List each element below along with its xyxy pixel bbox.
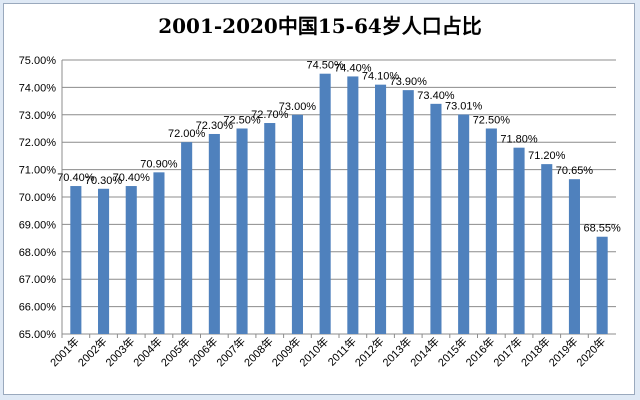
y-tick-label: 69.00% <box>19 219 57 231</box>
data-label: 73.01% <box>445 101 483 113</box>
x-tick-label: 2009年 <box>269 334 304 369</box>
bar <box>513 147 525 334</box>
y-tick-label: 74.00% <box>19 82 57 94</box>
x-tick-label: 2006年 <box>185 334 220 369</box>
bar <box>208 133 220 334</box>
bar <box>402 90 414 334</box>
y-tick-label: 67.00% <box>19 274 57 286</box>
bar <box>596 236 608 334</box>
x-tick-label: 2018年 <box>518 334 553 369</box>
data-label: 71.20% <box>528 150 566 162</box>
data-label: 68.55% <box>583 223 621 235</box>
bar <box>319 73 331 334</box>
bar <box>236 128 248 334</box>
data-label: 71.80% <box>500 134 538 146</box>
bar <box>375 84 387 334</box>
data-label: 73.90% <box>390 76 428 88</box>
y-tick-label: 73.00% <box>19 110 57 122</box>
bar <box>485 128 497 334</box>
bar <box>291 114 303 334</box>
data-label: 74.50% <box>306 60 344 72</box>
x-tick-label: 2005年 <box>158 334 193 369</box>
x-tick-label: 2011年 <box>325 334 359 368</box>
x-tick-label: 2008年 <box>241 334 276 369</box>
x-tick-label: 2010年 <box>296 334 331 369</box>
bar <box>98 188 110 334</box>
data-label: 70.65% <box>556 165 594 177</box>
y-tick-label: 71.00% <box>19 165 57 177</box>
x-tick-label: 2019年 <box>546 334 581 369</box>
y-tick-label: 68.00% <box>19 247 57 259</box>
data-label: 73.40% <box>417 90 455 102</box>
data-label: 70.90% <box>140 158 178 170</box>
x-tick-label: 2020年 <box>573 334 608 369</box>
x-tick-label: 2002年 <box>75 334 110 369</box>
bar <box>347 76 359 334</box>
data-label: 72.50% <box>473 115 511 127</box>
x-tick-label: 2003年 <box>102 334 137 369</box>
x-tick-label: 2013年 <box>379 334 414 369</box>
x-tick-label: 2015年 <box>435 334 470 369</box>
data-label: 74.40% <box>334 62 372 74</box>
y-tick-label: 75.00% <box>19 55 57 67</box>
bar <box>458 114 470 334</box>
data-label: 72.30% <box>196 120 234 132</box>
bar <box>70 186 82 334</box>
data-label: 70.40% <box>113 172 151 184</box>
bar <box>568 179 580 334</box>
bar <box>125 186 137 334</box>
x-tick-label: 2007年 <box>213 334 248 369</box>
data-label: 70.30% <box>85 175 123 187</box>
bar <box>541 164 553 334</box>
x-tick-label: 2004年 <box>130 334 165 369</box>
bar <box>430 103 442 334</box>
x-tick-label: 2014年 <box>407 334 442 369</box>
x-tick-label: 2016年 <box>462 334 497 369</box>
bar <box>181 142 193 334</box>
bar <box>264 123 276 335</box>
data-label: 73.00% <box>279 101 317 113</box>
data-label: 72.50% <box>223 115 261 127</box>
y-tick-label: 66.00% <box>19 302 57 314</box>
y-tick-label: 65.00% <box>19 329 57 341</box>
bar <box>153 172 165 334</box>
data-label: 70.40% <box>57 172 95 184</box>
chart-title: 2001-2020中国15-64岁人口占比 <box>158 14 482 38</box>
data-label: 72.00% <box>168 128 206 140</box>
y-tick-label: 70.00% <box>19 192 57 204</box>
data-label: 74.10% <box>362 71 400 83</box>
x-tick-label: 2017年 <box>490 334 525 369</box>
y-tick-label: 72.00% <box>19 137 57 149</box>
data-label: 72.70% <box>251 109 289 121</box>
x-tick-label: 2012年 <box>352 334 387 369</box>
